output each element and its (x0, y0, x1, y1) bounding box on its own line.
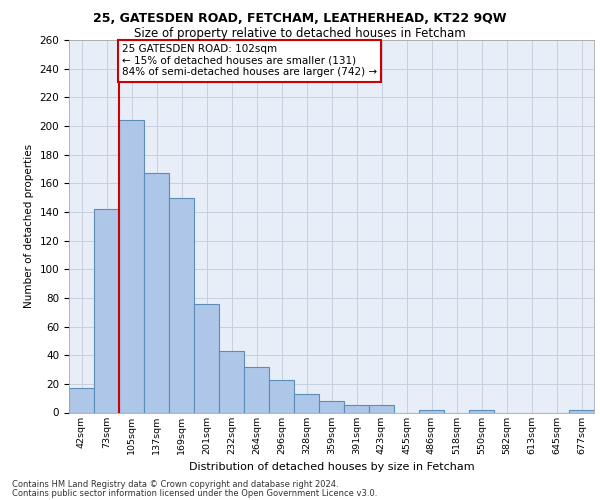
Bar (319, 401, 344, 412)
Bar (144, 173, 169, 412)
Bar (419, 410, 444, 412)
Bar (94, 209, 119, 412)
Text: 25 GATESDEN ROAD: 102sqm
← 15% of detached houses are smaller (131)
84% of semi-: 25 GATESDEN ROAD: 102sqm ← 15% of detach… (122, 44, 377, 78)
Bar (244, 366, 269, 412)
Y-axis label: Number of detached properties: Number of detached properties (24, 144, 34, 308)
X-axis label: Distribution of detached houses by size in Fetcham: Distribution of detached houses by size … (188, 462, 475, 472)
Bar (219, 351, 244, 412)
Bar (369, 406, 394, 412)
Bar (294, 394, 319, 412)
Bar (69, 388, 94, 412)
Bar (194, 304, 219, 412)
Bar (469, 410, 494, 412)
Bar (119, 120, 144, 412)
Text: Size of property relative to detached houses in Fetcham: Size of property relative to detached ho… (134, 28, 466, 40)
Text: Contains public sector information licensed under the Open Government Licence v3: Contains public sector information licen… (12, 490, 377, 498)
Bar (269, 380, 294, 412)
Text: 25, GATESDEN ROAD, FETCHAM, LEATHERHEAD, KT22 9QW: 25, GATESDEN ROAD, FETCHAM, LEATHERHEAD,… (93, 12, 507, 26)
Bar (344, 406, 369, 412)
Text: Contains HM Land Registry data © Crown copyright and database right 2024.: Contains HM Land Registry data © Crown c… (12, 480, 338, 489)
Bar (569, 410, 594, 412)
Bar (169, 198, 194, 412)
